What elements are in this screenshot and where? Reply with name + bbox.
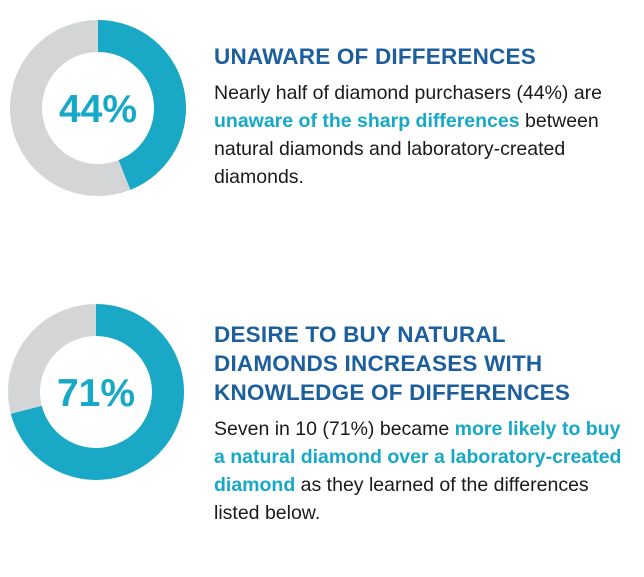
- stat-text: DESIRE TO BUY NATURAL DIAMONDS INCREASES…: [214, 320, 634, 527]
- body-text-start: Seven in 10 (71%) became: [214, 418, 455, 440]
- body-highlight: unaware of the sharp differences: [214, 110, 520, 132]
- stat-block-desire-to-buy: 71% DESIRE TO BUY NATURAL DIAMONDS INCRE…: [0, 290, 644, 577]
- donut-chart-44: 44%: [10, 20, 186, 196]
- body-highlight: more likely to buy a natural diamond ove…: [214, 418, 622, 496]
- donut-value-arc: [10, 304, 184, 480]
- percent-label: 44%: [59, 88, 137, 131]
- body-text-end: between natural diamonds and laboratory-…: [214, 110, 599, 188]
- donut-value-arc: [97, 20, 186, 190]
- stat-block-unaware: 44% UNAWARE OF DIFFERENCES Nearly half o…: [0, 0, 644, 260]
- stat-text: UNAWARE OF DIFFERENCES Nearly half of di…: [214, 42, 634, 191]
- body-text-end: as they learned of the differences liste…: [214, 474, 589, 524]
- stat-body: Seven in 10 (71%) became more likely to …: [214, 415, 634, 527]
- stat-body: Nearly half of diamond purchasers (44%) …: [214, 79, 634, 191]
- percent-label: 71%: [57, 372, 135, 415]
- stat-heading: DESIRE TO BUY NATURAL DIAMONDS INCREASES…: [214, 322, 571, 405]
- body-text-start: Nearly half of diamond purchasers (44%) …: [214, 82, 603, 104]
- donut-chart-71: 71%: [8, 304, 184, 480]
- stat-heading: UNAWARE OF DIFFERENCES: [214, 44, 536, 69]
